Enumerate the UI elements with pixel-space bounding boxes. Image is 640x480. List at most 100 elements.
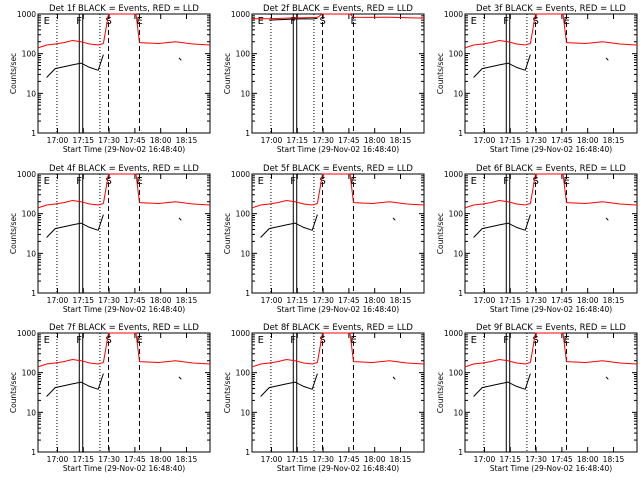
lld-series-line — [317, 13, 425, 19]
events-series-line — [260, 214, 318, 238]
plot-frame — [37, 13, 211, 134]
panel-title: Det 9f BLACK = Events, RED = LLD — [476, 323, 626, 333]
y-tick-label: 1 — [31, 129, 36, 138]
y-tick-label: 1000 — [231, 329, 250, 338]
x-tick-label: 18:00 — [364, 136, 386, 145]
x-tick-label: 17:30 — [98, 455, 120, 464]
x-axis-label: Start Time (29-Nov-02 16:48:40) — [490, 305, 612, 314]
marker-s: S — [533, 16, 539, 27]
x-tick-label: 18:00 — [150, 136, 172, 145]
lld-series-line — [529, 173, 638, 206]
x-tick-label: 17:30 — [312, 136, 334, 145]
x-tick-label: 18:15 — [603, 296, 625, 305]
x-tick-label: 17:15 — [499, 296, 521, 305]
y-tick-label: 10 — [26, 89, 36, 98]
lld-series-line — [316, 173, 425, 206]
marker-f: F — [290, 16, 296, 27]
plot-frame — [37, 173, 211, 294]
x-tick-label: 18:15 — [390, 136, 412, 145]
y-axis-label: Counts/sec — [223, 213, 232, 254]
x-tick-label: 17:45 — [124, 296, 146, 305]
lld-series-line — [102, 173, 211, 206]
y-tick-label: 1 — [245, 448, 250, 457]
lld-series-line — [37, 358, 104, 368]
lld-series-line — [529, 332, 638, 365]
marker-s: S — [533, 176, 539, 187]
x-tick-label: 17:30 — [98, 296, 120, 305]
x-tick-label: 17:00 — [261, 455, 283, 464]
y-axis-label: Counts/sec — [9, 53, 18, 94]
x-tick-label: 17:45 — [338, 296, 360, 305]
lld-series-line — [252, 16, 318, 20]
y-tick-label: 1 — [458, 129, 463, 138]
x-tick-label: 17:00 — [474, 136, 496, 145]
marker-f: F — [76, 335, 82, 346]
x-tick-label: 18:15 — [176, 455, 198, 464]
marker-f: F — [76, 16, 82, 27]
x-tick-label: 17:45 — [551, 136, 573, 145]
panel-title: Det 6f BLACK = Events, RED = LLD — [476, 164, 626, 174]
y-tick-label: 1000 — [444, 329, 463, 338]
marker-e: E — [563, 176, 569, 187]
panel-title: Det 3f BLACK = Events, RED = LLD — [476, 4, 626, 14]
x-tick-label: 17:15 — [72, 136, 94, 145]
y-axis-label: Counts/sec — [436, 213, 445, 254]
y-tick-label: 1000 — [444, 170, 463, 179]
lld-series-line — [464, 358, 531, 368]
x-axis-label: Start Time (29-Nov-02 16:48:40) — [277, 145, 399, 154]
y-axis-label: Counts/sec — [223, 53, 232, 94]
marker-e: E — [136, 335, 142, 346]
marker-e: E — [44, 176, 50, 187]
y-tick-label: 100 — [22, 210, 37, 219]
x-tick-label: 17:00 — [47, 455, 69, 464]
events-series-line — [46, 54, 104, 78]
x-tick-label: 17:15 — [499, 455, 521, 464]
marker-f: F — [290, 335, 296, 346]
x-tick-label: 17:00 — [474, 296, 496, 305]
marker-f: F — [503, 176, 509, 187]
y-tick-label: 1 — [458, 448, 463, 457]
x-tick-label: 17:45 — [338, 136, 360, 145]
x-tick-label: 17:30 — [312, 455, 334, 464]
x-tick-label: 18:15 — [390, 296, 412, 305]
events-series-line — [392, 376, 396, 380]
y-tick-label: 1000 — [17, 329, 36, 338]
y-tick-label: 1 — [31, 289, 36, 298]
panel-6: Det 6f BLACK = Events, RED = LLD 1 10 100 10… — [436, 164, 638, 314]
plot-frame — [251, 173, 425, 294]
x-tick-label: 17:15 — [286, 455, 308, 464]
x-tick-label: 17:30 — [525, 455, 547, 464]
x-axis-label: Start Time (29-Nov-02 16:48:40) — [490, 145, 612, 154]
y-tick-label: 100 — [449, 210, 464, 219]
panel-title: Det 5f BLACK = Events, RED = LLD — [263, 164, 413, 174]
y-tick-label: 10 — [240, 89, 250, 98]
plot-frame — [464, 13, 638, 134]
x-axis-label: Start Time (29-Nov-02 16:48:40) — [63, 464, 185, 473]
panel-7: Det 7f BLACK = Events, RED = LLD 1 10 100 10… — [9, 323, 211, 473]
events-series-line — [605, 376, 609, 380]
y-tick-label: 100 — [22, 50, 37, 59]
lld-series-line — [316, 332, 425, 365]
marker-e: E — [44, 335, 50, 346]
panel-1: Det 1f BLACK = Events, RED = LLD 1 10 100 10… — [9, 4, 211, 154]
y-tick-label: 10 — [240, 249, 250, 258]
y-tick-label: 1 — [245, 129, 250, 138]
x-tick-label: 17:15 — [499, 136, 521, 145]
events-series-line — [260, 373, 318, 397]
events-series-line — [269, 17, 318, 21]
y-tick-label: 10 — [240, 408, 250, 417]
panel-9: Det 9f BLACK = Events, RED = LLD 1 10 100 10… — [436, 323, 638, 473]
y-tick-label: 1000 — [444, 10, 463, 19]
x-tick-label: 17:00 — [261, 136, 283, 145]
panel-title: Det 4f BLACK = Events, RED = LLD — [49, 164, 199, 174]
x-tick-label: 17:30 — [98, 136, 120, 145]
panel-5: Det 5f BLACK = Events, RED = LLD 1 10 100 10… — [223, 164, 425, 314]
y-tick-label: 10 — [26, 408, 36, 417]
x-tick-label: 17:45 — [338, 455, 360, 464]
x-tick-label: 17:30 — [312, 296, 334, 305]
marker-f: F — [290, 176, 296, 187]
y-axis-label: Counts/sec — [436, 53, 445, 94]
y-tick-label: 100 — [449, 50, 464, 59]
lld-series-line — [37, 39, 104, 49]
